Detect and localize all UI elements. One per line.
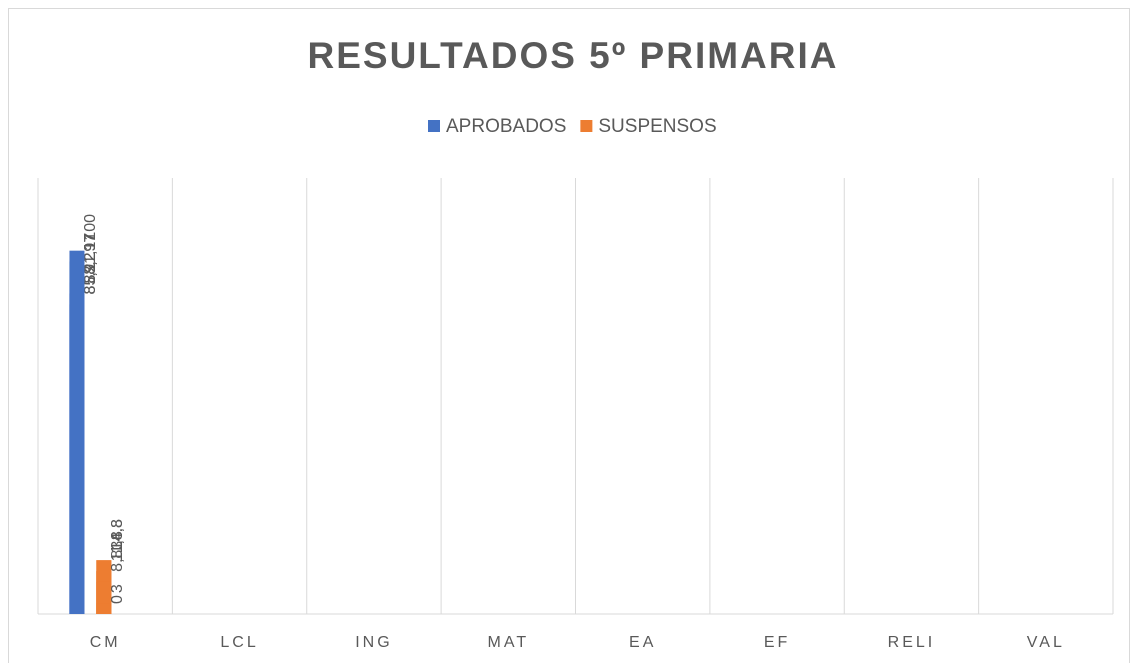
data-label: 3 bbox=[109, 584, 126, 593]
data-label: 0 bbox=[109, 595, 126, 604]
data-label: 85,2 bbox=[82, 263, 99, 294]
chart-title: RESULTADOS 5º PRIMARIA bbox=[308, 35, 839, 76]
data-label: 14,8 bbox=[109, 519, 126, 550]
x-tick-label: CM bbox=[90, 634, 121, 651]
legend-label: APROBADOS bbox=[446, 116, 566, 137]
legend-swatch bbox=[428, 120, 440, 132]
data-label: 100 bbox=[82, 214, 99, 241]
chart-border bbox=[8, 8, 1130, 663]
legend-swatch bbox=[580, 120, 593, 132]
data-label: 85,2 bbox=[82, 263, 99, 294]
x-tick-label: VAL bbox=[1027, 634, 1065, 651]
data-label: 11,8 bbox=[109, 531, 126, 561]
data-label: 88,2 bbox=[82, 252, 99, 283]
data-label: 97 bbox=[82, 234, 99, 252]
x-tick-label: EF bbox=[764, 634, 790, 651]
data-label: 8,83 bbox=[109, 541, 126, 572]
data-label: 97 bbox=[82, 234, 99, 252]
data-label: 11,8 bbox=[109, 531, 126, 561]
x-tick-label: ING bbox=[355, 634, 392, 651]
x-tick-label: MAT bbox=[488, 634, 530, 651]
data-label: 91,17 bbox=[82, 233, 99, 273]
data-label: 88,2 bbox=[82, 252, 99, 283]
data-label: 14,8 bbox=[109, 519, 126, 550]
x-tick-label: RELI bbox=[888, 634, 936, 651]
x-tick-label: EA bbox=[629, 634, 656, 651]
x-tick-label: LCL bbox=[220, 634, 258, 651]
legend-label: SUSPENSOS bbox=[598, 116, 716, 137]
bar bbox=[69, 261, 85, 614]
bar bbox=[96, 603, 112, 614]
